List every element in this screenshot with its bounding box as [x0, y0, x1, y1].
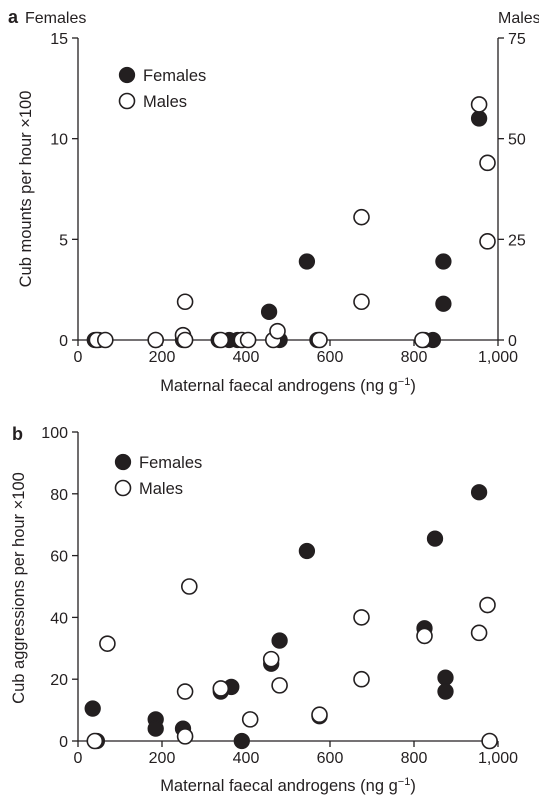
female-point	[435, 253, 452, 270]
y-tick-label: 0	[59, 734, 68, 751]
panel-a-y-ticks: 0 5 10 15	[50, 31, 78, 350]
x-tick-label: 200	[149, 349, 176, 366]
x-tick-label: 0	[74, 349, 83, 366]
male-point	[212, 680, 230, 697]
x-tick-label: 600	[317, 750, 344, 767]
y-tick-label: 20	[50, 672, 68, 689]
legend-males-marker	[118, 92, 136, 110]
y-tick-label: 40	[50, 610, 68, 627]
x-tick-label: 200	[149, 750, 176, 767]
y-tick-label: 15	[50, 31, 68, 48]
panel-b: b 0 200 400 600 800 1,000 0 20 40 60 80 100 Matern…	[10, 424, 518, 795]
male-point	[176, 728, 194, 745]
panel-a-legend: Females Males	[118, 66, 206, 111]
panel-a-points	[86, 96, 496, 349]
female-point	[298, 542, 316, 560]
panel-a-right-title: Males	[498, 10, 539, 27]
male-point	[241, 711, 259, 728]
y2-tick-label: 25	[508, 232, 526, 249]
y-tick-label: 10	[50, 132, 68, 149]
x-tick-label: 600	[317, 349, 344, 366]
female-point	[233, 732, 250, 750]
female-point	[437, 669, 454, 686]
x-tick-label: 1,000	[478, 750, 518, 767]
male-point	[239, 331, 257, 349]
male-point	[99, 635, 116, 652]
panel-a-x-axis-title: Maternal faecal androgens (ng g−1)	[160, 376, 416, 395]
y-tick-label: 5	[59, 232, 68, 249]
panel-a: a Females Males 0 200 400 600 800 1,000 0 5 10 1…	[8, 7, 539, 395]
y-tick-label: 60	[50, 549, 68, 566]
panel-b-letter: b	[12, 424, 23, 444]
male-point	[479, 233, 496, 250]
male-point	[416, 627, 433, 645]
legend-males-label: Males	[139, 480, 183, 498]
female-point	[84, 700, 101, 717]
legend-males-label: Males	[143, 93, 187, 111]
male-point	[353, 609, 370, 626]
female-point	[147, 720, 164, 737]
male-point	[353, 293, 370, 311]
male-point	[269, 322, 286, 340]
male-point	[212, 331, 230, 349]
female-point	[470, 110, 488, 127]
y-tick-label: 80	[50, 487, 68, 504]
male-point	[176, 683, 194, 700]
male-point	[353, 208, 370, 226]
legend-females-label: Females	[143, 67, 206, 85]
panel-b-points	[84, 484, 498, 750]
panel-a-y-axis-title: Cub mounts per hour ×100	[17, 91, 35, 288]
panel-a-y2-ticks: 0 25 50 75	[498, 31, 526, 350]
male-point	[481, 732, 498, 750]
male-point	[470, 624, 488, 642]
y2-tick-label: 75	[508, 31, 526, 48]
panel-b-y-ticks: 0 20 40 60 80 100	[41, 425, 78, 751]
y-tick-label: 100	[41, 425, 68, 442]
male-point	[86, 732, 104, 750]
x-tick-label: 1,000	[478, 349, 518, 366]
x-tick-label: 0	[74, 750, 83, 767]
female-point	[437, 683, 454, 700]
male-point	[176, 331, 194, 349]
male-point	[97, 331, 114, 349]
x-tick-label: 400	[233, 750, 260, 767]
panel-b-y-axis-title: Cub aggressions per hour ×100	[10, 472, 28, 704]
female-point	[426, 530, 444, 547]
male-point	[479, 154, 496, 172]
male-point	[176, 293, 194, 311]
y2-tick-label: 0	[508, 333, 517, 350]
male-point	[414, 331, 431, 349]
y-tick-label: 0	[59, 333, 68, 350]
legend-females-marker	[114, 453, 132, 471]
female-point	[260, 303, 278, 320]
male-point	[353, 670, 370, 688]
x-tick-label: 800	[401, 750, 428, 767]
panel-b-legend: Females Males	[114, 453, 202, 498]
panel-b-x-ticks: 0 200 400 600 800 1,000	[74, 741, 518, 767]
female-point	[271, 632, 288, 649]
panel-a-x-ticks: 0 200 400 600 800 1,000	[74, 340, 518, 366]
male-point	[311, 706, 328, 724]
panel-a-letter: a	[8, 7, 19, 27]
male-point	[181, 578, 198, 595]
male-point	[262, 650, 280, 668]
legend-females-marker	[118, 66, 136, 84]
female-point	[435, 295, 452, 312]
y2-tick-label: 50	[508, 132, 526, 149]
female-point	[298, 253, 316, 270]
male-point	[271, 677, 288, 694]
male-point	[147, 331, 164, 349]
panel-a-left-title: Females	[25, 10, 86, 27]
legend-males-marker	[114, 479, 132, 497]
legend-females-label: Females	[139, 454, 202, 472]
panel-b-x-axis-title: Maternal faecal androgens (ng g−1)	[160, 776, 416, 795]
female-point	[470, 484, 488, 501]
male-point	[311, 331, 328, 349]
x-tick-label: 400	[233, 349, 260, 366]
male-point	[470, 96, 488, 113]
male-point	[479, 596, 496, 614]
x-tick-label: 800	[401, 349, 428, 366]
